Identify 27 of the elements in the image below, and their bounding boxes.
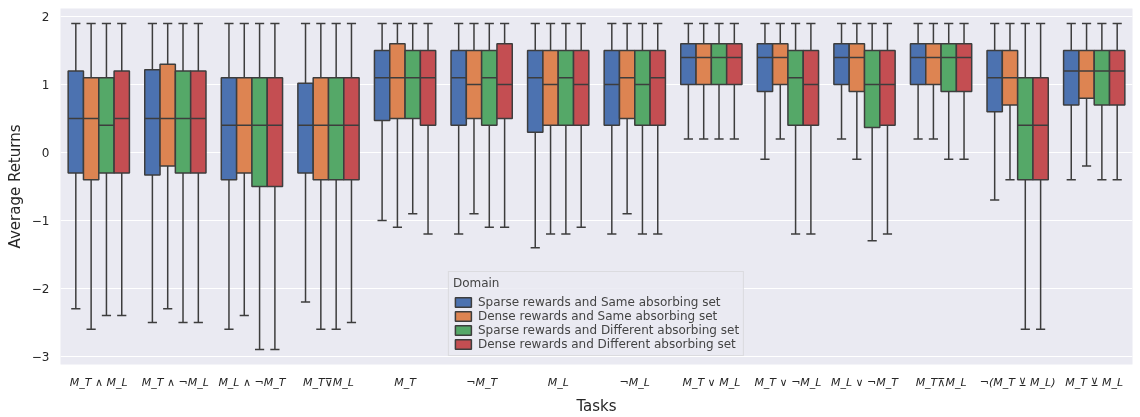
legend-label: Sparse rewards and Different absorbing set [477,323,740,337]
y-tick-label: −1 [31,213,50,228]
legend-label: Dense rewards and Different absorbing set [477,337,736,351]
y-axis-title: Average Returns [5,124,24,249]
y-tick-label: 0 [41,146,50,161]
legend-title: Domain [452,276,501,290]
y-tick-label: 2 [41,10,50,25]
x-tick-label: M_L ∧ ¬M_T [218,375,287,389]
x-tick-label: M_T ∧ M_L [69,375,128,389]
x-tick-label: M_T [394,375,418,389]
x-tick-label: M_T ∨ ¬M_L [754,375,822,389]
legend-label: Sparse rewards and Same absorbing set [477,295,721,309]
x-tick-label: ¬M_T [466,375,499,389]
x-tick-label: ¬(M_T ⊻ M_L) [979,375,1056,389]
x-tick-label: M_T ∧ ¬M_L [141,375,209,389]
x-tick-label: M_L [547,375,569,389]
x-tick-label: M_T⊽M_L [303,375,354,389]
y-tick-label: 1 [41,78,50,93]
x-tick-label: M_T ∨ M_L [682,375,741,389]
x-tick-label: M_T⊼M_L [915,375,967,389]
y-tick-label: −2 [31,281,50,296]
x-tick-label: M_T ⊻ M_L [1065,375,1124,389]
x-tick-label: M_L ∨ ¬M_T [830,375,900,389]
y-tick-label: −3 [31,349,50,364]
x-axis-title: Tasks [575,396,617,415]
legend-label: Dense rewards and Same absorbing set [477,309,718,323]
x-tick-label: ¬M_L [619,375,650,389]
